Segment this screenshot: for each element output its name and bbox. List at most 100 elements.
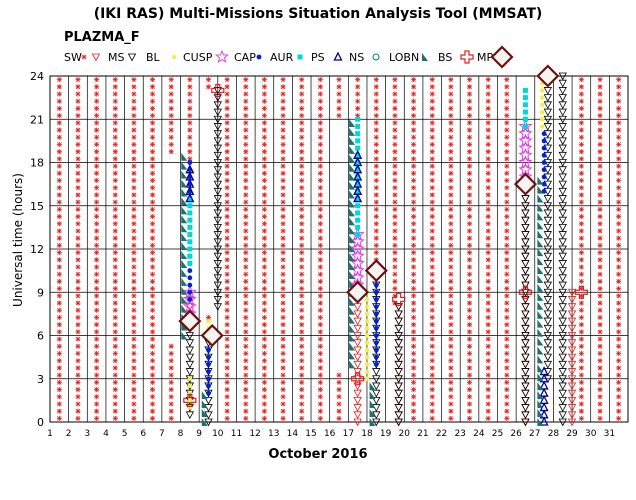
sw-point (94, 351, 100, 357)
sw-point (56, 185, 62, 191)
sw-stroke (467, 178, 472, 183)
sw-stroke (243, 264, 249, 270)
sw-point (448, 343, 454, 349)
sw-point (131, 105, 137, 111)
sw-point (336, 98, 342, 104)
sw-stroke (318, 365, 323, 371)
sw-point (56, 178, 62, 184)
sw-stroke (262, 250, 267, 255)
sw-stroke (467, 394, 472, 400)
sw-stroke (318, 293, 323, 299)
sw-stroke (485, 408, 491, 414)
sw-point (317, 358, 323, 364)
sw-point (94, 185, 100, 191)
sw-point (75, 343, 81, 349)
sw-stroke (429, 329, 435, 335)
sw-stroke (448, 286, 454, 291)
sw-point (485, 134, 491, 140)
sw-stroke (504, 171, 510, 176)
sw-point (280, 250, 286, 256)
sw-point (504, 293, 510, 299)
sw-point (75, 329, 81, 335)
sw-stroke (112, 358, 118, 364)
sw-stroke (57, 171, 62, 176)
sw-point (392, 286, 398, 292)
sw-point (448, 134, 454, 140)
sw-stroke (131, 235, 137, 241)
sw-stroke (485, 344, 491, 349)
sw-stroke (429, 214, 435, 219)
sw-stroke (243, 322, 249, 327)
sw-stroke (411, 163, 416, 169)
sw-stroke (131, 163, 137, 169)
sw-point (429, 141, 435, 147)
sw-point (56, 351, 62, 357)
sw-stroke (411, 322, 416, 327)
sw-point (504, 329, 510, 335)
sw-stroke (504, 307, 510, 313)
sw-stroke (374, 120, 379, 126)
sw-stroke (168, 394, 174, 400)
sw-stroke (485, 221, 491, 227)
sw-point (373, 185, 379, 191)
x-tick-label: 20 (399, 429, 411, 439)
sw-stroke (262, 380, 267, 385)
sw-stroke (243, 235, 249, 241)
sw-stroke (94, 336, 99, 342)
chart-title: (IKI RAS) Multi-Missions Situation Analy… (93, 6, 543, 22)
sw-point (168, 149, 174, 155)
sw-point (94, 199, 100, 205)
sw-point (411, 214, 417, 220)
sw-stroke (75, 315, 81, 320)
sw-stroke (448, 156, 454, 162)
sw-stroke (187, 142, 193, 147)
sw-point (485, 408, 491, 414)
sw-point (94, 329, 100, 335)
sw-stroke (243, 134, 249, 140)
sw-stroke (280, 156, 286, 162)
sw-stroke (318, 372, 323, 378)
sw-stroke (131, 214, 137, 219)
sw-point (243, 113, 249, 119)
legend-label-cap: CAP (234, 51, 256, 64)
sw-point (485, 235, 491, 241)
sw-stroke (262, 228, 267, 234)
sw-point (392, 178, 398, 184)
sw-point (467, 228, 473, 234)
sw-point (243, 250, 249, 256)
sw-point (504, 358, 510, 364)
sw-stroke (75, 207, 81, 212)
sw-point (411, 91, 417, 97)
sw-point (392, 98, 398, 104)
sw-point (504, 156, 510, 162)
sw-stroke (112, 401, 118, 407)
sw-point (150, 105, 156, 111)
sw-point (429, 278, 435, 284)
sw-point (411, 228, 417, 234)
sw-point (280, 408, 286, 414)
sw-point (299, 307, 305, 313)
sw-stroke (429, 163, 435, 169)
sw-point (168, 415, 174, 421)
sw-stroke (448, 264, 454, 270)
sw-stroke (318, 214, 323, 219)
sw-stroke (224, 372, 230, 378)
x-tick-label: 25 (492, 429, 503, 439)
sw-point (280, 192, 286, 198)
sw-stroke (94, 142, 99, 147)
sw-point (392, 192, 398, 198)
sw-stroke (262, 271, 267, 277)
sw-stroke (448, 77, 454, 82)
sw-stroke (224, 113, 230, 118)
sw-stroke (224, 228, 230, 234)
sw-stroke (57, 394, 62, 400)
sw-stroke (467, 134, 472, 140)
sw-stroke (131, 401, 137, 407)
sw-point (411, 322, 417, 328)
sw-point (94, 343, 100, 349)
sw-stroke (75, 286, 81, 291)
sw-stroke (299, 264, 304, 270)
sw-stroke (75, 416, 81, 421)
sw-stroke (485, 293, 491, 299)
legend-marker-lobn (372, 53, 380, 61)
